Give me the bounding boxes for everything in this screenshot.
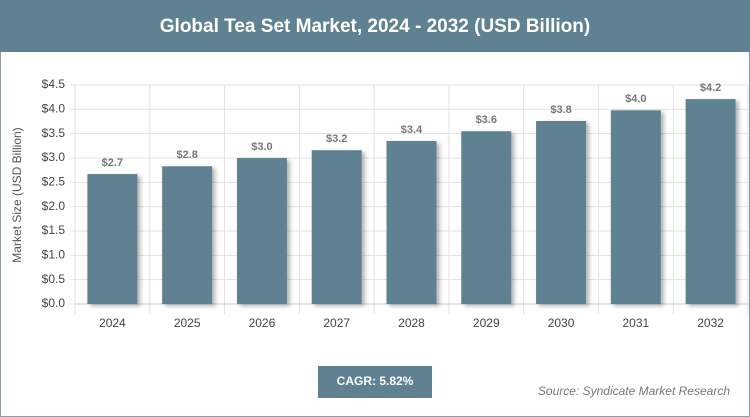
value-label: $2.7 [102,157,123,169]
cagr-box [318,366,432,398]
bar [87,174,138,304]
x-tick-label: 2029 [473,316,500,330]
y-tick-label: $2.5 [42,175,66,189]
y-tick-label: $2.0 [42,199,66,213]
value-label: $3.8 [550,104,571,116]
value-label: $3.2 [326,133,347,145]
bar [386,140,437,304]
value-label: $2.8 [176,149,197,161]
y-tick-label: $0.5 [42,272,66,286]
y-tick-label: $1.5 [42,223,66,237]
y-tick-label: $3.5 [42,126,66,140]
x-tick-label: 2028 [398,316,425,330]
x-tick-label: 2026 [249,316,276,330]
x-tick-label: 2030 [548,316,575,330]
x-tick-label: 2025 [174,316,201,330]
y-tick-label: $1.0 [42,248,66,262]
bar [311,150,362,304]
x-tick-label: 2027 [323,316,350,330]
y-tick-label: $4.0 [42,102,66,116]
title-bar [0,0,750,52]
source: Source: Syndicate Market Research [538,384,730,398]
x-tick-label: 2031 [622,316,649,330]
value-label: $3.4 [401,124,423,136]
bar [536,121,587,304]
bar [236,158,287,304]
y-tick-label: $4.5 [42,77,66,91]
value-label: $3.6 [476,114,497,126]
chart-title: Global Tea Set Market, 2024 - 2032 (USD … [160,16,590,37]
bar [610,110,661,304]
bar [461,131,512,304]
y-tick-label: $0.0 [42,296,66,310]
cagr-label: CAGR: 5.82% [337,374,414,388]
x-tick-label: 2032 [697,316,724,330]
value-label: $4.0 [625,93,646,105]
y-axis-label: Market Size (USD Billion) [10,127,24,262]
bar [685,99,736,304]
value-label: $4.2 [700,82,721,94]
value-label: $3.0 [251,141,272,153]
bar [162,166,213,304]
y-tick-label: $3.0 [42,150,66,164]
x-tick-label: 2024 [99,316,126,330]
